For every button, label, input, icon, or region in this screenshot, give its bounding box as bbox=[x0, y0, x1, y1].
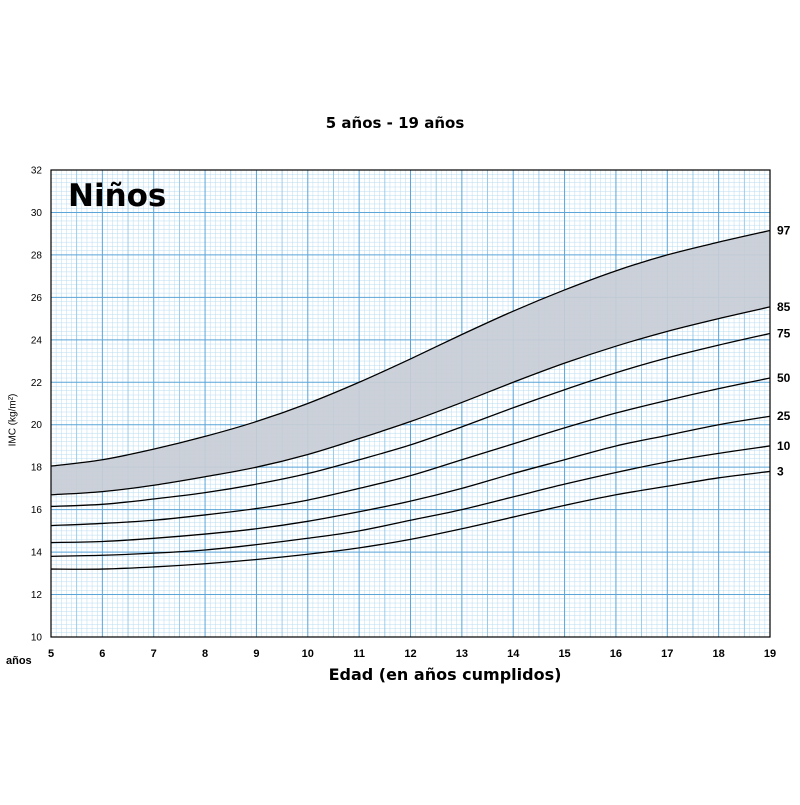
x-axis-title: Edad (en años cumplidos) bbox=[328, 665, 562, 684]
percentile-label-25: 25 bbox=[777, 409, 791, 423]
x-tick-label: 18 bbox=[713, 648, 725, 660]
x-tick-label: 6 bbox=[99, 648, 105, 660]
percentile-label-97: 97 bbox=[777, 223, 791, 237]
y-tick-label: 28 bbox=[31, 250, 43, 261]
x-tick-label: 16 bbox=[610, 648, 622, 660]
percentile-line-10 bbox=[50, 445, 771, 557]
x-tick-label: 7 bbox=[151, 648, 157, 660]
chart-title: 5 años - 19 años bbox=[325, 114, 465, 132]
y-tick-label: 12 bbox=[31, 590, 43, 601]
x-tick-label: 5 bbox=[48, 648, 54, 660]
percentile-line-3 bbox=[50, 470, 771, 570]
y-tick-label: 10 bbox=[31, 633, 43, 644]
x-tick-label: 9 bbox=[253, 648, 259, 660]
percentile-label-85: 85 bbox=[777, 300, 791, 314]
panel-label: Niños bbox=[68, 178, 167, 214]
x-tick-label: 19 bbox=[764, 648, 776, 660]
y-tick-label: 32 bbox=[31, 166, 43, 177]
percentile-line-75 bbox=[50, 332, 771, 508]
y-axis-title: IMC (kg/m²) bbox=[7, 393, 19, 447]
x-tick-label: 15 bbox=[558, 648, 570, 660]
percentile-label-3: 3 bbox=[777, 464, 784, 478]
x-tick-label: 12 bbox=[404, 648, 416, 660]
x-tick-label: 11 bbox=[353, 648, 365, 660]
x-tick-label: 13 bbox=[456, 648, 468, 660]
y-tick-label: 24 bbox=[31, 335, 43, 346]
percentile-label-10: 10 bbox=[777, 439, 791, 453]
x-unit-label: años bbox=[6, 655, 32, 667]
x-tick-label: 8 bbox=[202, 648, 208, 660]
y-tick-label: 14 bbox=[31, 548, 43, 559]
percentile-line-50 bbox=[50, 377, 771, 527]
plot-frame bbox=[50, 169, 771, 638]
percentile-line-85 bbox=[50, 306, 771, 496]
y-tick-label: 22 bbox=[31, 378, 43, 389]
y-tick-label: 18 bbox=[31, 463, 43, 474]
percentile-line-25 bbox=[50, 415, 771, 544]
y-tick-label: 20 bbox=[31, 420, 43, 431]
x-tick-label: 10 bbox=[302, 648, 314, 660]
y-tick-label: 30 bbox=[31, 208, 43, 219]
x-tick-label: 14 bbox=[507, 648, 520, 660]
x-tick-label: 17 bbox=[661, 648, 673, 660]
percentile-label-50: 50 bbox=[777, 371, 791, 385]
shaded-band-85-97 bbox=[51, 230, 770, 495]
y-tick-label: 16 bbox=[31, 505, 43, 516]
percentile-line-97 bbox=[50, 229, 771, 467]
y-tick-label: 26 bbox=[31, 293, 43, 304]
percentile-label-75: 75 bbox=[777, 326, 791, 340]
